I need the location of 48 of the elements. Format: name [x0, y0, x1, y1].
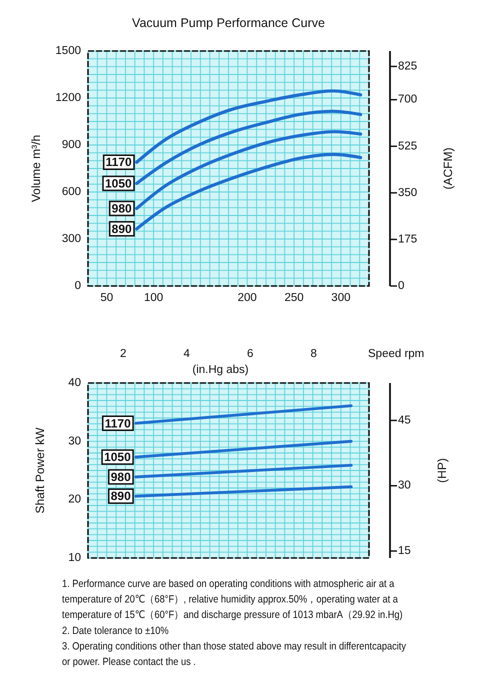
- y2-tick-label: 0: [398, 280, 404, 292]
- x-tick-label: 300: [331, 292, 350, 304]
- y2-tick-label: 15: [398, 545, 411, 558]
- line-series: [135, 110, 362, 185]
- y-tick-label: 10: [68, 552, 81, 564]
- y2-tick-label: 350: [398, 186, 418, 199]
- line-series: [135, 152, 362, 230]
- x-tick-label: 200: [238, 292, 257, 304]
- text: 2. Date tolerance to ±10%: [62, 625, 169, 637]
- text: 3. Operating conditions other than those stated above may result in differentcapacity or power. Please contact the us .: [62, 640, 406, 668]
- y-tick-label: 300: [62, 233, 81, 245]
- y2-tick-label: 45: [398, 414, 411, 426]
- series-label: 1050: [104, 450, 132, 464]
- y-tick-label: 1500: [55, 45, 81, 57]
- x-tick-label: 50: [100, 292, 114, 304]
- y2-axis-title: (HP): [435, 458, 449, 483]
- series-label: 890: [112, 222, 132, 236]
- y2-axis-title: (ACFM): [441, 148, 455, 190]
- y-tick-label: 20: [68, 494, 81, 506]
- series-label: 1170: [104, 416, 132, 430]
- x2-tick-label: 4: [184, 348, 191, 360]
- line-series: [135, 89, 362, 164]
- y-tick-label: 1200: [55, 92, 81, 104]
- x2-tick-label: 6: [247, 348, 254, 360]
- text: 1. Performance curve are based on operating conditions with atmospheric air at a temperature of 20℃（68°F）, relative humidity approx.50%，operating water at a temperature of 15℃（60°F）and discharge pressure of 1013 mbarA（29.92 in.Hg): [62, 578, 403, 622]
- y-axis-title: Volume m³/h: [29, 134, 43, 202]
- y-tick-label: 0: [74, 280, 81, 292]
- y-tick-label: 600: [62, 186, 81, 198]
- y-tick-label: 40: [68, 377, 81, 389]
- x2-tick-label: 2: [120, 348, 126, 360]
- legend-title: Speed rpm: [368, 348, 424, 360]
- x-tick-label: 250: [284, 292, 304, 304]
- chart-title: Vacuum Pump Performance Curve: [132, 16, 325, 30]
- series-label: 1050: [105, 176, 132, 190]
- series-label: 980: [112, 201, 132, 216]
- y-tick-label: 30: [68, 435, 81, 448]
- y2-tick-label: 30: [398, 480, 411, 492]
- y2-tick-label: 175: [398, 233, 418, 246]
- y-tick-label: 900: [62, 139, 81, 151]
- x-tick-label: 100: [144, 292, 164, 304]
- y2-tick-label: 700: [398, 94, 418, 106]
- y2-tick-label: 525: [398, 140, 418, 152]
- x2-tick-label: 8: [310, 348, 317, 360]
- line-series: [135, 130, 362, 210]
- y2-tick-label: 825: [398, 60, 418, 72]
- x2-axis-title: (in.Hg abs): [192, 364, 249, 376]
- y-axis-title: Shaft Power kW: [33, 426, 47, 514]
- series-label: 1170: [106, 155, 132, 170]
